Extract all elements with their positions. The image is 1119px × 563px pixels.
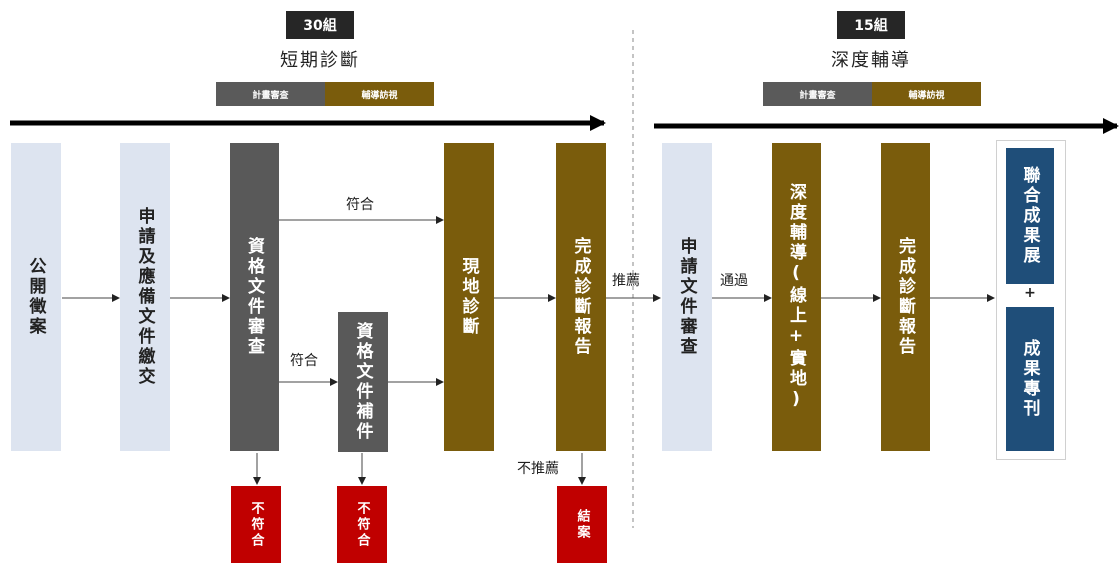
legend-plan-review-2: 計畫審查 bbox=[763, 82, 872, 106]
node-joint-exhibition: 聯合成果展 bbox=[1006, 148, 1054, 284]
node-apply-review-label: 申請文件審查 bbox=[676, 237, 697, 357]
node-public-call: 公開徵案 bbox=[11, 143, 61, 451]
node-apply-submit-label: 申請及應備文件繳交 bbox=[134, 207, 155, 387]
legend-plan-review: 計畫審查 bbox=[216, 82, 325, 106]
node-final-report: 完成診斷報告 bbox=[881, 143, 930, 451]
node-qual-review: 資格文件審查 bbox=[230, 143, 279, 451]
node-qual-supplement-label: 資格文件補件 bbox=[352, 322, 373, 442]
node-deep-guidance-label: 深度輔導(線上+實地) bbox=[786, 182, 806, 412]
node-diagnosis-report: 完成診斷報告 bbox=[556, 143, 606, 451]
results-plus: + bbox=[1024, 285, 1036, 301]
edge-label-qualify-top: 符合 bbox=[346, 197, 374, 213]
node-qual-review-label: 資格文件審查 bbox=[244, 237, 264, 357]
node-diagnosis-report-label: 完成診斷報告 bbox=[570, 237, 591, 357]
node-deep-guidance: 深度輔導(線上+實地) bbox=[772, 143, 821, 451]
phase2-legend: 計畫審查 輔導訪視 bbox=[763, 82, 981, 106]
node-final-report-label: 完成診斷報告 bbox=[895, 237, 915, 357]
edge-label-qualify-mid: 符合 bbox=[290, 353, 318, 369]
edge-label-not-recommend: 不推薦 bbox=[517, 461, 559, 477]
node-onsite-diagnosis-label: 現地診斷 bbox=[458, 257, 479, 337]
node-onsite-diagnosis: 現地診斷 bbox=[444, 143, 494, 451]
node-results-journal-label: 成果專刊 bbox=[1019, 339, 1040, 419]
edge-label-pass: 通過 bbox=[720, 273, 748, 289]
node-fail-2: 不符合 bbox=[337, 486, 387, 563]
node-joint-exhibition-label: 聯合成果展 bbox=[1019, 166, 1040, 266]
phase2-title: 深度輔導 bbox=[831, 50, 911, 71]
phase2-count-badge: 15組 bbox=[837, 11, 905, 39]
node-fail-1-label: 不符合 bbox=[248, 500, 264, 549]
legend-guidance-visit: 輔導訪視 bbox=[325, 82, 434, 106]
node-close-case: 結案 bbox=[557, 486, 607, 563]
node-public-call-label: 公開徵案 bbox=[25, 257, 46, 337]
node-fail-1: 不符合 bbox=[231, 486, 281, 563]
phase1-count-badge: 30組 bbox=[286, 11, 354, 39]
node-apply-review: 申請文件審查 bbox=[662, 143, 712, 451]
legend-guidance-visit-2: 輔導訪視 bbox=[872, 82, 981, 106]
node-qual-supplement: 資格文件補件 bbox=[338, 312, 388, 452]
results-group bbox=[996, 140, 1066, 460]
node-results-journal: 成果專刊 bbox=[1006, 307, 1054, 451]
phase1-title: 短期診斷 bbox=[280, 50, 360, 71]
node-close-case-label: 結案 bbox=[574, 508, 590, 541]
phase1-legend: 計畫審查 輔導訪視 bbox=[216, 82, 434, 106]
node-apply-submit: 申請及應備文件繳交 bbox=[120, 143, 170, 451]
edge-label-recommend: 推薦 bbox=[612, 273, 640, 289]
node-fail-2-label: 不符合 bbox=[354, 500, 370, 549]
